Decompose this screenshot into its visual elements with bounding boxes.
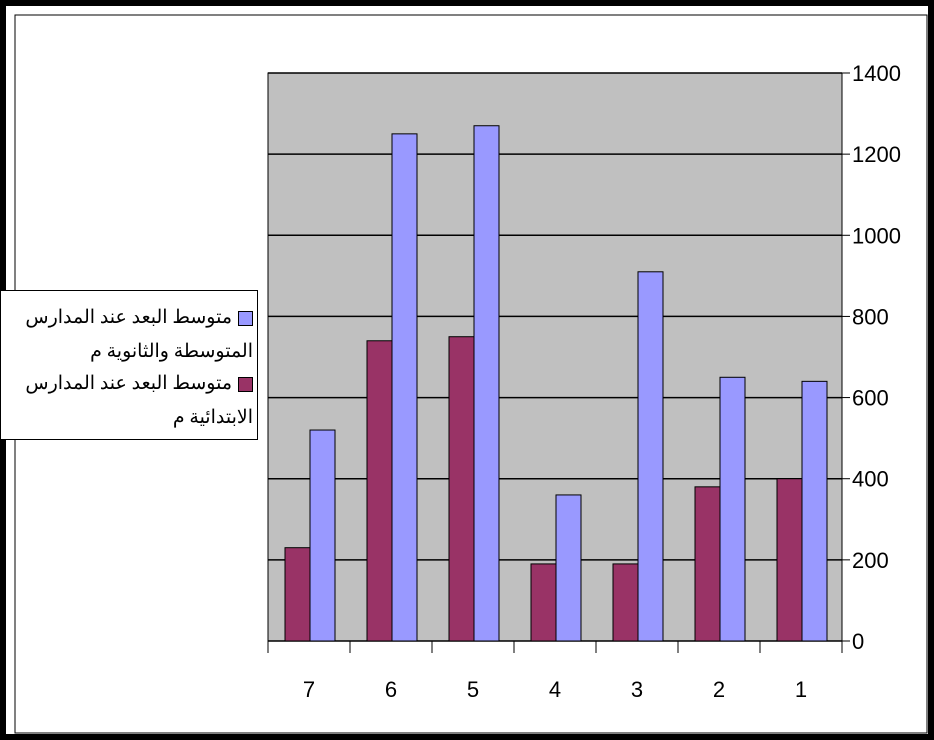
y-tick-label: 600 bbox=[852, 386, 889, 411]
bar-primary bbox=[448, 336, 475, 642]
x-tick-label: 5 bbox=[467, 677, 479, 702]
bar-primary bbox=[366, 340, 393, 642]
y-tick-label: 0 bbox=[852, 629, 864, 654]
legend-swatch-primary bbox=[238, 377, 253, 393]
legend-label-primary-line1: متوسط البعد عند المدارس bbox=[25, 373, 232, 394]
x-tick-label: 4 bbox=[549, 677, 561, 702]
plot-background bbox=[267, 72, 843, 642]
x-tick-label: 3 bbox=[631, 677, 643, 702]
bar-secondary bbox=[473, 125, 500, 642]
x-tick-label: 2 bbox=[713, 677, 725, 702]
bar-primary bbox=[284, 547, 311, 642]
legend-label-secondary-line1: متوسط البعد عند المدارس bbox=[25, 307, 232, 328]
bar-primary bbox=[612, 563, 639, 642]
y-tick-label: 200 bbox=[852, 548, 889, 573]
bar-primary bbox=[530, 563, 557, 642]
legend-item-secondary: متوسط البعد عند المدارس المتوسطة والثانو… bbox=[7, 301, 253, 369]
bar-secondary bbox=[637, 271, 664, 642]
plot-area: 0 200 400 600 800 1000 1200 1400 7 6 5 4 3 2 1 bbox=[267, 61, 901, 702]
legend-label-primary-line2: الابتدائية م bbox=[172, 407, 253, 428]
legend-item-primary: متوسط البعد عند المدارس الابتدائية م bbox=[7, 367, 253, 435]
legend-label-secondary-line2: المتوسطة والثانوية م bbox=[90, 341, 253, 362]
bar-secondary bbox=[801, 380, 828, 642]
bar-secondary bbox=[719, 376, 746, 642]
bar-primary bbox=[694, 486, 721, 642]
y-tick-label: 1200 bbox=[852, 142, 901, 167]
y-tick-label: 1000 bbox=[852, 223, 901, 248]
y-tick-label: 1400 bbox=[852, 61, 901, 86]
bar-secondary bbox=[309, 429, 336, 642]
bar-primary bbox=[776, 478, 803, 642]
x-tick-label: 1 bbox=[795, 677, 807, 702]
y-tick-label: 400 bbox=[852, 467, 889, 492]
legend-swatch-secondary bbox=[238, 311, 253, 327]
y-tick-label: 800 bbox=[852, 304, 889, 329]
bar-secondary bbox=[555, 494, 582, 642]
legend: متوسط البعد عند المدارس المتوسطة والثانو… bbox=[0, 290, 258, 440]
x-tick-label: 7 bbox=[303, 677, 315, 702]
x-tick-label: 6 bbox=[385, 677, 397, 702]
bar-secondary bbox=[391, 133, 418, 642]
